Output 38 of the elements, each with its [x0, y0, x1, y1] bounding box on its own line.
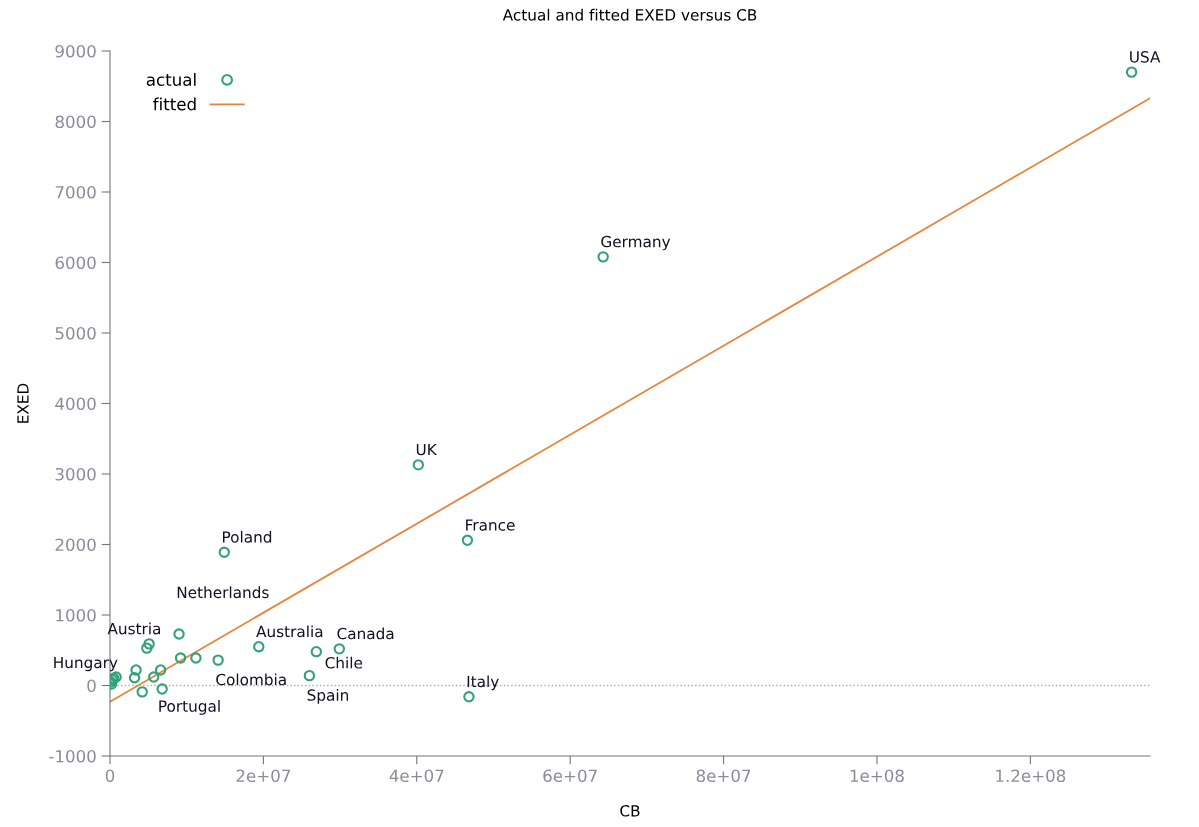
annotation: USA — [1130, 51, 1161, 63]
x-tick-label: 8e+07 — [696, 769, 751, 783]
y-tick-label: 6000 — [55, 256, 96, 270]
annotation: Portugal — [159, 700, 220, 715]
annotation: Australia — [256, 625, 323, 638]
y-tick-label: 1000 — [56, 608, 96, 622]
annotation: Austria — [107, 622, 161, 635]
y-tick-label: 0 — [87, 679, 96, 693]
annotation: Canada — [337, 627, 394, 640]
annotation: Chile — [325, 656, 363, 669]
annotation: Germany — [601, 235, 671, 251]
x-tick-label: 4e+07 — [389, 769, 444, 783]
x-axis-title: CB — [620, 805, 640, 817]
annotation: Colombia — [216, 673, 286, 686]
x-tick-label: 1e+08 — [850, 769, 904, 783]
y-tick-label: 3000 — [55, 467, 96, 481]
y-tick-label: 5000 — [55, 326, 96, 340]
annotation: France — [466, 519, 515, 531]
y-tick-label: 2000 — [55, 538, 96, 552]
legend-label: actual — [146, 73, 196, 86]
x-tick-label: 1.2e+08 — [996, 769, 1066, 783]
legend-label: fitted — [153, 97, 196, 111]
x-tick-label: 0 — [105, 769, 115, 783]
x-tick-label: 6e+07 — [543, 769, 597, 783]
chart-title: Actual and fitted EXED versus CB — [502, 8, 757, 21]
y-tick-label: 8000 — [55, 115, 96, 129]
annotation: Poland — [223, 530, 272, 543]
annotation: Netherlands — [177, 586, 269, 599]
annotation: Italy — [467, 675, 499, 691]
annotation: UK — [416, 443, 438, 456]
y-tick-label: 9000 — [55, 44, 96, 58]
annotation: Spain — [307, 689, 349, 704]
annotation: Hungary — [54, 656, 118, 672]
y-tick-label: -1000 — [49, 749, 96, 763]
y-tick-label: 7000 — [55, 185, 96, 199]
x-tick-label: 2e+07 — [236, 769, 290, 783]
y-axis-title: EXED — [17, 383, 29, 423]
y-tick-label: 4000 — [55, 397, 96, 411]
